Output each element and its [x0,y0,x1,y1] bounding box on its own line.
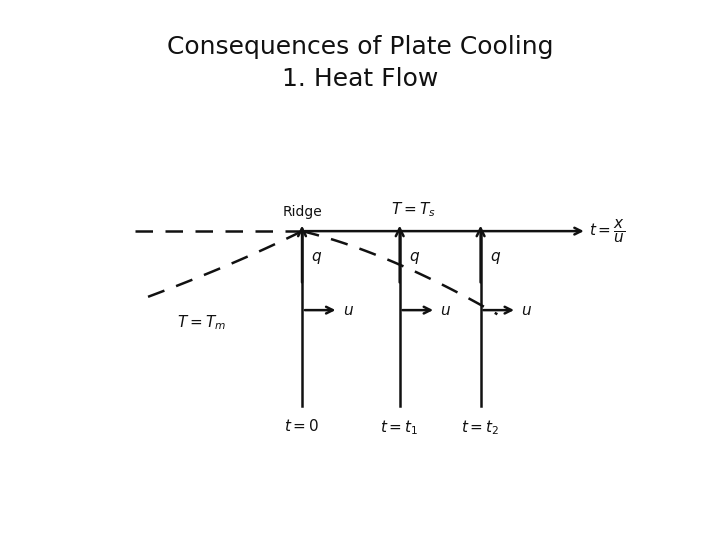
Text: $t = 0$: $t = 0$ [284,418,320,434]
Text: $t = \dfrac{x}{u}$: $t = \dfrac{x}{u}$ [590,218,626,245]
Text: $u$: $u$ [441,302,451,318]
Text: $T = T_m$: $T = T_m$ [177,313,226,332]
Text: $u$: $u$ [343,302,354,318]
Text: $q$: $q$ [409,250,420,266]
Text: $q$: $q$ [490,250,500,266]
Text: Consequences of Plate Cooling: Consequences of Plate Cooling [167,35,553,59]
Text: 1. Heat Flow: 1. Heat Flow [282,68,438,91]
Text: Ridge: Ridge [282,205,322,219]
Text: $t = t_2$: $t = t_2$ [462,418,500,437]
Text: $u$: $u$ [521,302,532,318]
Text: $q$: $q$ [311,250,322,266]
Text: $t = t_1$: $t = t_1$ [380,418,419,437]
Text: $T = T_s$: $T = T_s$ [391,200,436,219]
